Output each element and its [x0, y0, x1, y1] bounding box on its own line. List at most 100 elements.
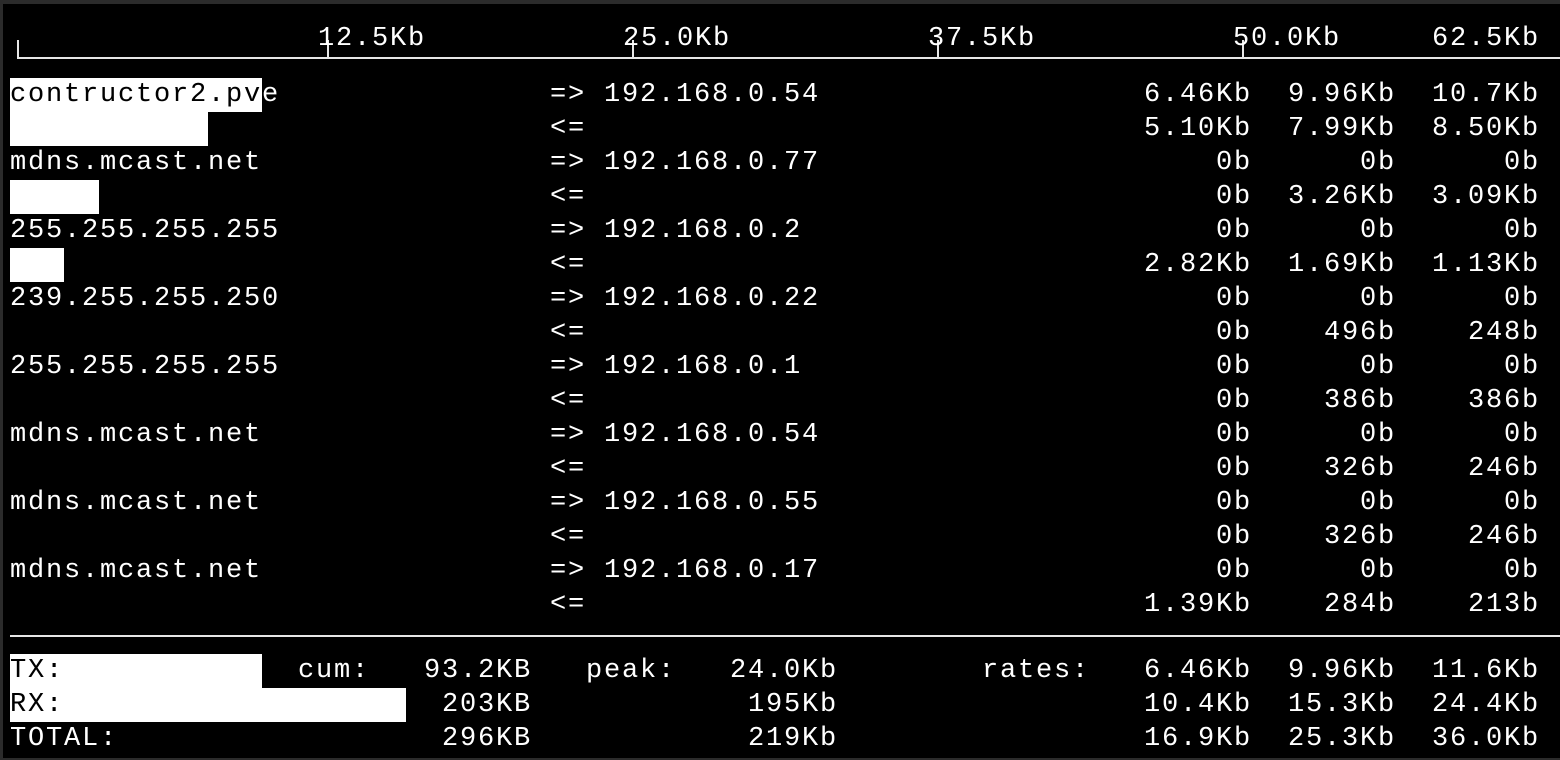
- total-rate: 25.3Kb: [1287, 724, 1396, 754]
- peak-value: 195Kb: [747, 690, 838, 720]
- recv-rate: 5.10Kb: [1143, 114, 1252, 144]
- sent-traffic-bar: [10, 78, 263, 112]
- totals-divider: [10, 635, 1560, 637]
- flow-host: mdns.mcast.net: [10, 556, 263, 586]
- total-rate: 11.6Kb: [1431, 656, 1540, 686]
- recv-rate: 7.99Kb: [1287, 114, 1396, 144]
- scale-tick: [327, 40, 329, 59]
- recv-rate: 326b: [1323, 454, 1396, 484]
- sent-rate: 0b: [1215, 216, 1252, 246]
- recv-rate: 246b: [1467, 454, 1540, 484]
- flow-host: mdns.mcast.net: [10, 488, 263, 518]
- recv-arrow: <=: [550, 250, 587, 280]
- recv-rate: 248b: [1467, 318, 1540, 348]
- recv-arrow: <=: [550, 454, 587, 484]
- peak-value: 24.0Kb: [729, 656, 838, 686]
- peak-label: peak:: [586, 656, 677, 686]
- sent-arrow: =>: [550, 556, 587, 586]
- recv-arrow: <=: [550, 182, 587, 212]
- recv-rate: 0b: [1215, 182, 1252, 212]
- total-traffic-bar: [10, 688, 406, 722]
- recv-traffic-bar: [10, 248, 65, 282]
- sent-rate: 0b: [1503, 488, 1540, 518]
- flow-host: 255.255.255.255: [10, 216, 281, 246]
- recv-rate: 213b: [1467, 590, 1540, 620]
- sent-arrow: =>: [550, 488, 587, 518]
- total-rate: 6.46Kb: [1143, 656, 1252, 686]
- total-rate: 9.96Kb: [1287, 656, 1396, 686]
- recv-rate: 2.82Kb: [1143, 250, 1252, 280]
- sent-rate: 0b: [1503, 216, 1540, 246]
- scale-label: 37.5Kb: [928, 24, 1037, 54]
- scale-tick: [632, 40, 634, 59]
- scale-tick: [937, 40, 939, 59]
- sent-rate: 0b: [1359, 352, 1396, 382]
- sent-rate: 0b: [1215, 488, 1252, 518]
- sent-rate: 0b: [1215, 148, 1252, 178]
- scale-axis: [18, 57, 1560, 59]
- flow-peer: 192.168.0.1: [604, 352, 803, 382]
- recv-rate: 1.69Kb: [1287, 250, 1396, 280]
- scale-tick: [1242, 40, 1244, 59]
- sent-arrow: =>: [550, 80, 587, 110]
- flow-host: 255.255.255.255: [10, 352, 281, 382]
- total-rate: 36.0Kb: [1431, 724, 1540, 754]
- cum-label: cum:: [298, 656, 371, 686]
- recv-rate: 1.39Kb: [1143, 590, 1252, 620]
- recv-rate: 284b: [1323, 590, 1396, 620]
- recv-rate: 3.26Kb: [1287, 182, 1396, 212]
- peak-value: 219Kb: [747, 724, 838, 754]
- cum-value: 296KB: [441, 724, 532, 754]
- sent-arrow: =>: [550, 420, 587, 450]
- sent-rate: 0b: [1359, 148, 1396, 178]
- recv-rate: 0b: [1215, 386, 1252, 416]
- sent-rate: 0b: [1215, 284, 1252, 314]
- cum-value: 93.2KB: [423, 656, 532, 686]
- total-rate: 24.4Kb: [1431, 690, 1540, 720]
- recv-rate: 8.50Kb: [1431, 114, 1540, 144]
- total-traffic-bar: [10, 654, 263, 688]
- sent-rate: 0b: [1503, 148, 1540, 178]
- sent-rate: 0b: [1503, 556, 1540, 586]
- total-rate: 10.4Kb: [1143, 690, 1252, 720]
- flow-peer: 192.168.0.54: [604, 420, 821, 450]
- sent-rate: 0b: [1503, 352, 1540, 382]
- total-rate: 16.9Kb: [1143, 724, 1252, 754]
- cum-value: 203KB: [441, 690, 532, 720]
- total-label: TOTAL:: [10, 724, 119, 754]
- flow-peer: 192.168.0.2: [604, 216, 803, 246]
- sent-rate: 0b: [1215, 556, 1252, 586]
- total-rate: 15.3Kb: [1287, 690, 1396, 720]
- sent-rate: 0b: [1359, 216, 1396, 246]
- scale-label: 12.5Kb: [318, 24, 427, 54]
- sent-rate: 0b: [1503, 284, 1540, 314]
- sent-arrow: =>: [550, 284, 587, 314]
- sent-arrow: =>: [550, 148, 587, 178]
- flow-peer: 192.168.0.17: [604, 556, 821, 586]
- flow-peer: 192.168.0.22: [604, 284, 821, 314]
- scale-label: 25.0Kb: [623, 24, 732, 54]
- recv-arrow: <=: [550, 114, 587, 144]
- flow-peer: 192.168.0.55: [604, 488, 821, 518]
- scale-label: 62.5Kb: [1431, 24, 1540, 54]
- sent-rate: 9.96Kb: [1287, 80, 1396, 110]
- sent-rate: 0b: [1359, 284, 1396, 314]
- recv-arrow: <=: [550, 318, 587, 348]
- recv-rate: 1.13Kb: [1431, 250, 1540, 280]
- recv-rate: 386b: [1467, 386, 1540, 416]
- recv-arrow: <=: [550, 386, 587, 416]
- sent-arrow: =>: [550, 352, 587, 382]
- flow-peer: 192.168.0.54: [604, 80, 821, 110]
- recv-rate: 246b: [1467, 522, 1540, 552]
- sent-rate: 0b: [1359, 556, 1396, 586]
- sent-rate: 0b: [1359, 420, 1396, 450]
- recv-rate: 0b: [1215, 318, 1252, 348]
- recv-traffic-bar: [10, 112, 208, 146]
- sent-rate: 10.7Kb: [1431, 80, 1540, 110]
- sent-rate: 6.46Kb: [1143, 80, 1252, 110]
- flow-host: mdns.mcast.net: [10, 148, 263, 178]
- recv-rate: 3.09Kb: [1431, 182, 1540, 212]
- scale-label: 50.0Kb: [1233, 24, 1342, 54]
- rates-label: rates:: [982, 656, 1091, 686]
